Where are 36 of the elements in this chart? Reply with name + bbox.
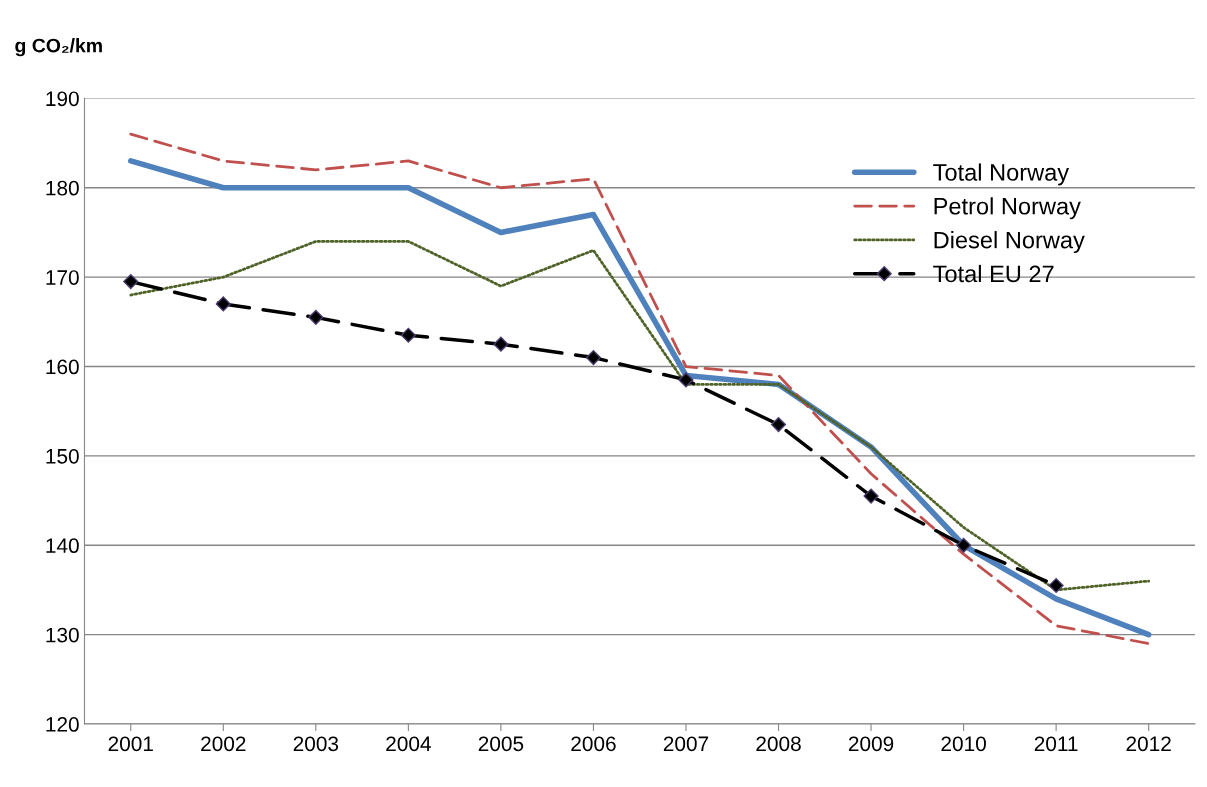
point xyxy=(770,417,787,433)
point xyxy=(585,350,602,366)
x-tick-label: 2001 xyxy=(108,736,153,752)
y-axis-title: g CO₂/km xyxy=(15,38,102,57)
point xyxy=(956,537,972,553)
x-tick-label: 2004 xyxy=(386,736,431,752)
point xyxy=(308,309,324,325)
point xyxy=(678,372,694,388)
point xyxy=(215,296,231,312)
point xyxy=(1048,577,1064,594)
legend-label: Total EU 27 xyxy=(933,264,1054,283)
y-tick-label: 140 xyxy=(46,538,79,554)
y-tick-label: 120 xyxy=(46,717,79,732)
y-tick-label: 180 xyxy=(46,180,79,196)
x-tick-label: 2009 xyxy=(848,736,894,752)
x-tick-label: 2011 xyxy=(1034,736,1078,752)
point xyxy=(493,336,509,352)
y-tick-label: 150 xyxy=(46,448,79,464)
x-tick-label: 2006 xyxy=(571,736,616,752)
x-tick-label: 2008 xyxy=(756,736,801,752)
legend-label: Total Norway xyxy=(933,163,1070,186)
legend-label: Diesel Norway xyxy=(934,231,1085,254)
x-tick-label: 2012 xyxy=(1126,736,1171,752)
y-tick-label: 160 xyxy=(46,359,79,375)
x-tick-label: 2003 xyxy=(293,736,339,752)
point xyxy=(123,274,139,290)
y-tick-label: 130 xyxy=(46,627,79,643)
y-tick-label: 190 xyxy=(46,91,79,107)
x-tick-label: 2002 xyxy=(201,736,246,752)
x-tick-label: 2007 xyxy=(663,736,709,752)
point xyxy=(400,327,416,343)
x-tick-label: 2010 xyxy=(941,736,986,752)
legend-label: Petrol Norway xyxy=(934,197,1081,220)
point xyxy=(863,488,879,504)
x-tick-label: 2005 xyxy=(478,736,524,752)
y-tick-label: 170 xyxy=(46,270,79,285)
